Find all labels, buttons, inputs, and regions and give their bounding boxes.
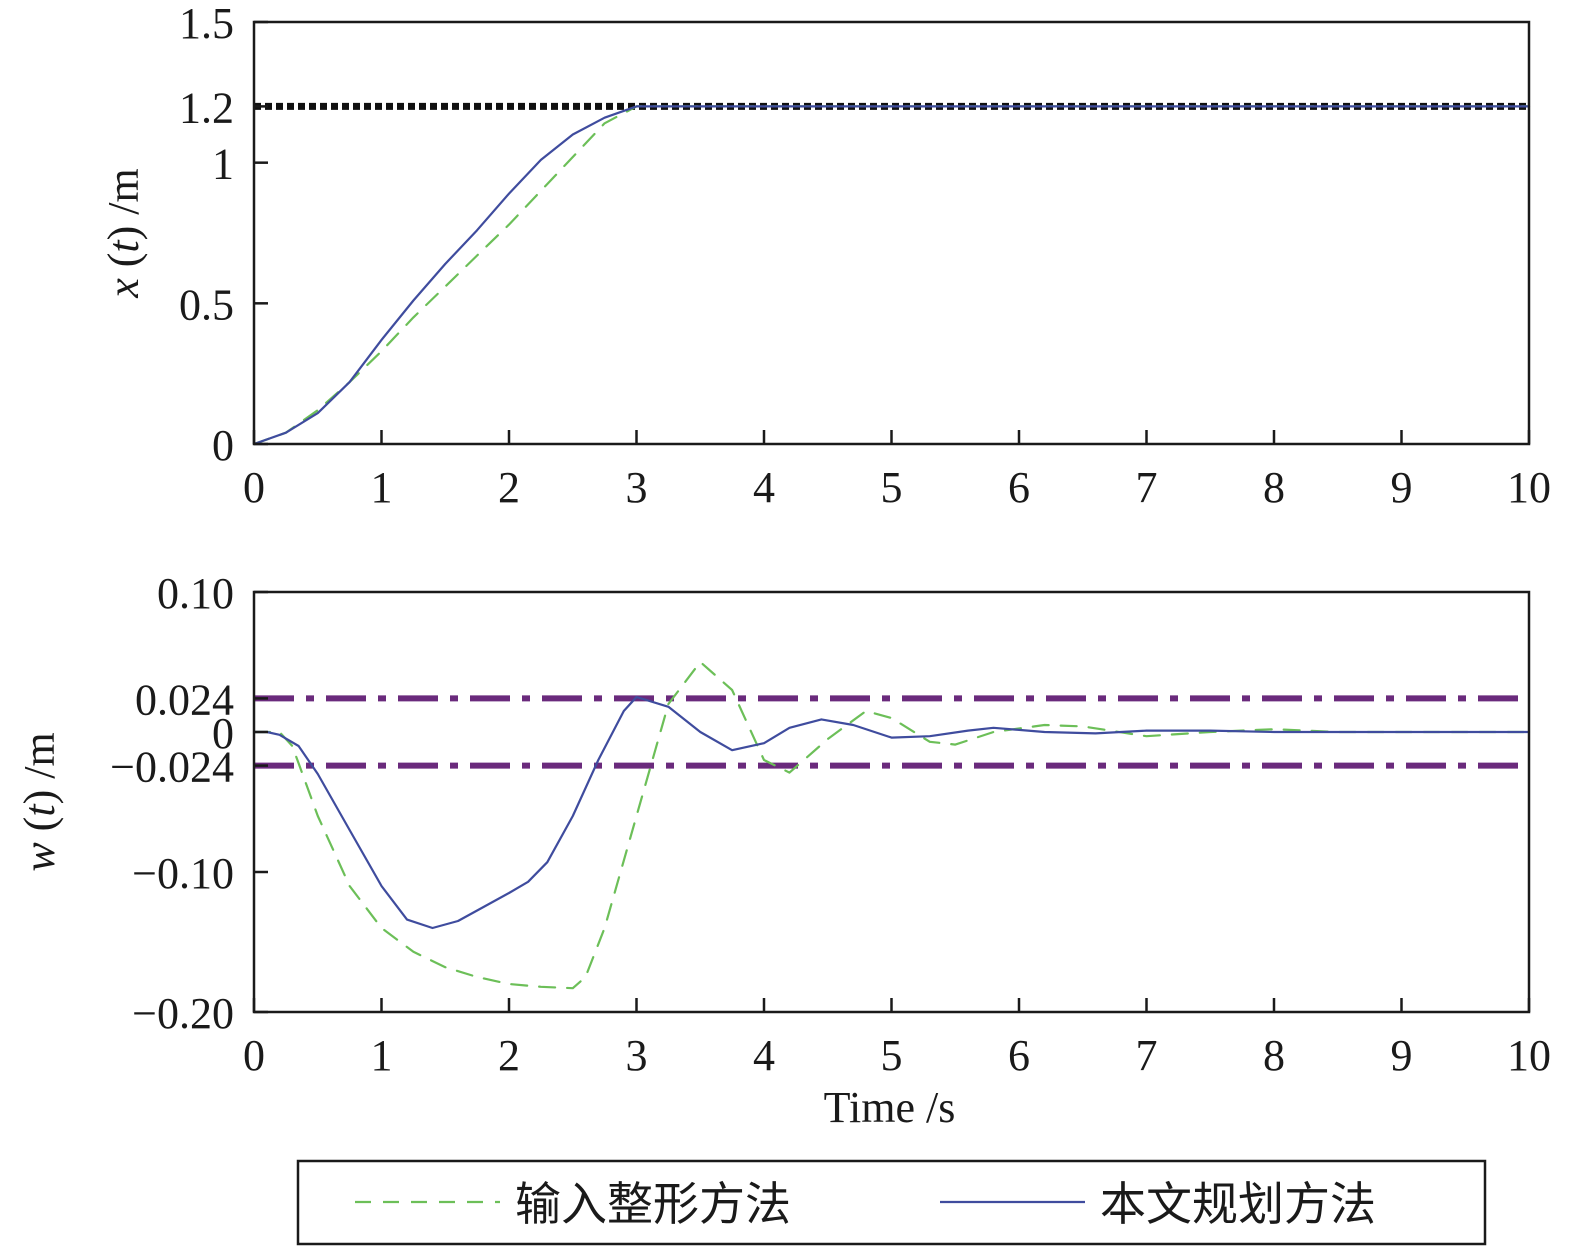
x-tick-label: 4 [753,1031,775,1080]
x-tick-label: 2 [498,1031,520,1080]
x-tick-label: 9 [1391,463,1413,512]
x-tick-label: 9 [1391,1031,1413,1080]
y-tick-label: −0.024 [110,743,234,792]
y-axis-label: x (t) /m [99,168,148,299]
x-tick-label: 4 [753,463,775,512]
y-tick-label: 1 [212,140,234,189]
x-tick-label: 2 [498,463,520,512]
y-tick-label: −0.20 [132,989,234,1038]
series-line-1 [252,105,1531,446]
x-axis-label: Time /s [824,1083,956,1132]
x-tick-label: 7 [1136,463,1158,512]
x-tick-label: 0 [243,463,265,512]
y-tick-label: 1.5 [179,0,234,48]
legend: 输入整形方法 本文规划方法 [296,1159,1487,1246]
x-tick-label: 5 [881,1031,903,1080]
series-line-2 [252,695,1531,930]
x-tick-label: 7 [1136,1031,1158,1080]
y-tick-label: −0.10 [132,849,234,898]
y-tick-label: 0.10 [157,569,234,618]
x-tick-label: 3 [626,1031,648,1080]
plot-frame [252,20,1531,446]
plot-2: 0 1 2 3 4 5 6 7 8 9 100.100.0240−0.024−0.10−0.20w … [15,569,1551,1132]
series-line-2 [252,105,1531,446]
x-tick-label: 8 [1263,463,1285,512]
x-tick-label: 0 [243,1031,265,1080]
y-tick-label: 0.5 [179,280,234,329]
y-tick-label: 1.2 [179,83,234,132]
legend-label-2: 本文规划方法 [1100,1177,1376,1231]
x-tick-label: 10 [1507,463,1551,512]
legend-label-1: 输入整形方法 [515,1177,791,1231]
x-tick-label: 8 [1263,1031,1285,1080]
x-tick-label: 1 [371,463,393,512]
series-line-1 [252,660,1531,990]
y-tick-label: 0 [212,709,234,758]
x-tick-label: 10 [1507,1031,1551,1080]
y-tick-label: 0 [212,421,234,470]
x-tick-label: 1 [371,1031,393,1080]
x-tick-label: 6 [1008,463,1030,512]
x-tick-label: 3 [626,463,648,512]
y-axis-label: w (t) /m [15,732,64,871]
plot-frame [252,590,1531,1014]
y-tick-label: 0.024 [135,675,234,724]
x-tick-label: 5 [881,463,903,512]
plot-1: 0 1 2 3 4 5 6 7 8 9 10 0 0.5 1 1.2 1.5 x (t) /m [99,0,1551,512]
x-tick-label: 6 [1008,1031,1030,1080]
